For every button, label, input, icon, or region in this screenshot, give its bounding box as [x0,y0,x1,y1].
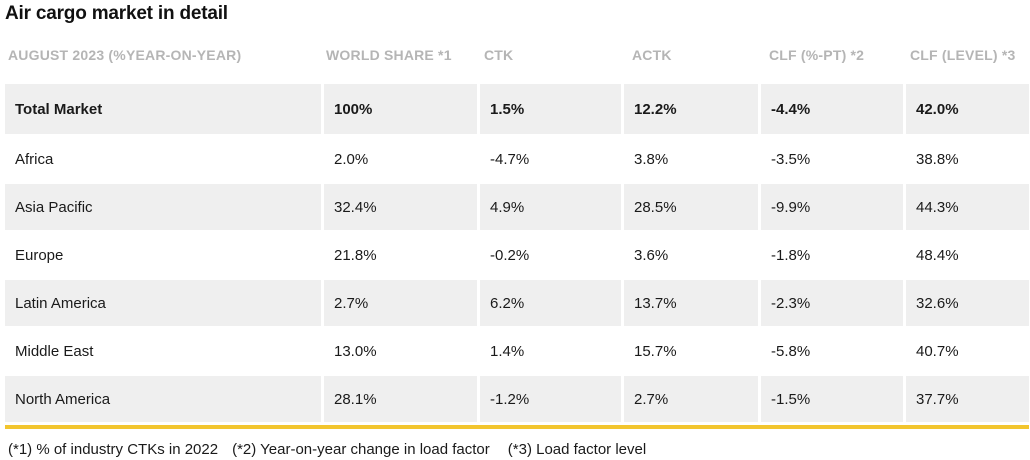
table-cell-actk: 15.7% [624,328,761,374]
table-cell-clf-pt: -4.4% [761,84,906,134]
table-cell-world-share: 100% [324,84,480,134]
table-cell-actk: 13.7% [624,280,761,326]
table-cell-world-share: 2.0% [324,136,480,182]
table-cell-actk: 12.2% [624,84,761,134]
table-cell-clf-level: 44.3% [906,184,1029,230]
page-title: Air cargo market in detail [5,3,228,24]
footnote-3: (*3) Load factor level [507,441,647,458]
table-row-latin-america: Latin America 2.7% 6.2% 13.7% -2.3% 32.6… [5,280,1029,328]
footnotes: (*1) % of industry CTKs in 2022 (*2) Yea… [8,441,646,458]
table-cell-world-share: 32.4% [324,184,480,230]
table-cell-clf-pt: -1.8% [761,232,906,278]
column-header-clf-pt: CLF (%-PT) *2 [769,47,865,63]
table-cell-clf-pt: -5.8% [761,328,906,374]
table-cell-region: Latin America [5,280,324,326]
table-row-asia-pacific: Asia Pacific 32.4% 4.9% 28.5% -9.9% 44.3… [5,184,1029,232]
table-cell-clf-level: 38.8% [916,150,959,168]
table-cell-ctk: 1.4% [480,328,624,374]
table-cell-actk: 28.5% [624,184,761,230]
table-cell-clf-pt: -3.5% [761,136,906,182]
table-cell-ctk: -0.2% [480,232,624,278]
table-cell-region: North America [5,376,324,422]
table-cell-clf-level: 42.0% [906,84,1029,134]
table-cell-ctk: 4.9% [480,184,624,230]
table-cell-clf-pt: -2.3% [761,280,906,326]
table-cell-clf-level: 48.4% [916,246,959,264]
table-cell-clf-pt: -9.9% [761,184,906,230]
column-header-clf-level: CLF (LEVEL) *3 [910,47,1016,63]
table-cell-region: Asia Pacific [5,184,324,230]
footnote-2: (*2) Year-on-year change in load factor [232,441,490,458]
table-cell-ctk: -1.2% [480,376,624,422]
table-cell-region: Europe [5,232,324,278]
column-header-actk: ACTK [632,47,672,63]
footnote-1: (*1) % of industry CTKs in 2022 [8,441,219,458]
table-cell-world-share: 2.7% [324,280,480,326]
table-cell-ctk: 6.2% [480,280,624,326]
table-bottom-rule [5,425,1029,429]
market-table: AUGUST 2023 (%YEAR-ON-YEAR) WORLD SHARE … [5,34,1029,429]
table-cell-world-share: 28.1% [324,376,480,422]
table-cell-region: Middle East [5,328,324,374]
table-row-europe: Europe 21.8% -0.2% 3.6% -1.8% 48.4% [5,232,1029,280]
table-row-total-market: Total Market 100% 1.5% 12.2% -4.4% 42.0% [5,84,1029,136]
table-cell-clf-level: 40.7% [916,342,959,360]
table-cell-ctk: -4.7% [480,136,624,182]
table-row-africa: Africa 2.0% -4.7% 3.8% -3.5% 38.8% [5,136,1029,184]
table-cell-world-share: 13.0% [324,328,480,374]
table-row-middle-east: Middle East 13.0% 1.4% 15.7% -5.8% 40.7% [5,328,1029,376]
table-cell-actk: 3.6% [624,232,761,278]
table-cell-actk: 3.8% [624,136,761,182]
table-header: AUGUST 2023 (%YEAR-ON-YEAR) WORLD SHARE … [5,34,1029,78]
table-row-north-america: North America 28.1% -1.2% 2.7% -1.5% 37.… [5,376,1029,424]
table-cell-clf-pt: -1.5% [761,376,906,422]
table-cell-ctk: 1.5% [480,84,624,134]
table-cell-world-share: 21.8% [324,232,480,278]
table-cell-clf-level: 37.7% [906,376,1029,422]
column-header-ctk: CTK [484,47,514,63]
table-cell-actk: 2.7% [624,376,761,422]
column-header-world-share: WORLD SHARE *1 [326,47,452,63]
column-header-region: AUGUST 2023 (%YEAR-ON-YEAR) [8,47,242,63]
table-cell-clf-level: 32.6% [906,280,1029,326]
table-cell-region: Total Market [5,84,324,134]
table-cell-region: Africa [5,136,324,182]
